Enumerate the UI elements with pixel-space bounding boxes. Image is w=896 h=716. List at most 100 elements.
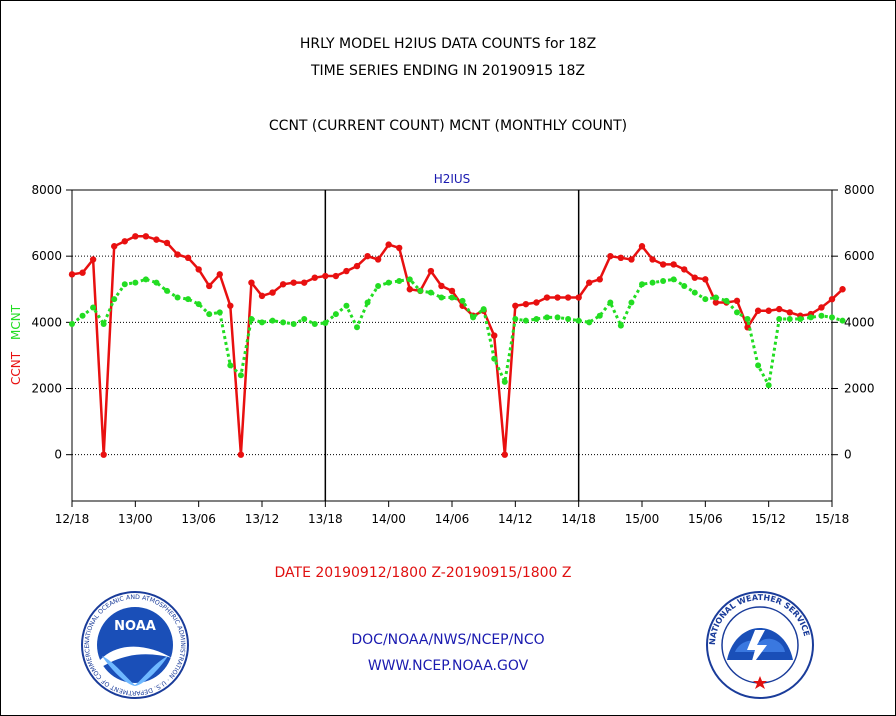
data-point-ccnt: [374, 256, 382, 263]
data-point-ccnt: [828, 295, 836, 303]
x-tick-label: 14/06: [435, 512, 470, 526]
data-point-ccnt: [385, 241, 392, 248]
data-point-ccnt: [174, 251, 181, 258]
data-point-mcnt: [470, 314, 477, 321]
x-tick-label: 15/18: [815, 512, 850, 526]
x-tick-label: 12/18: [55, 512, 90, 526]
data-point-mcnt: [364, 299, 371, 306]
data-point-mcnt: [797, 316, 804, 323]
plot-title: H2IUS: [434, 172, 471, 186]
data-point-ccnt: [163, 239, 171, 247]
data-point-ccnt: [227, 302, 234, 309]
data-point-mcnt: [522, 317, 529, 324]
data-point-ccnt: [269, 289, 276, 296]
data-point-mcnt: [280, 319, 287, 326]
data-point-ccnt: [818, 304, 825, 311]
data-point-mcnt: [628, 299, 635, 306]
data-point-ccnt: [248, 279, 255, 286]
data-point-mcnt: [744, 316, 751, 323]
data-point-ccnt: [712, 299, 720, 306]
data-point-mcnt: [427, 289, 434, 296]
data-point-mcnt: [69, 320, 75, 327]
data-point-ccnt: [79, 269, 86, 276]
data-point-ccnt: [406, 286, 413, 293]
data-point-mcnt: [164, 287, 170, 294]
x-tick-label: 15/00: [625, 512, 660, 526]
data-point-mcnt: [681, 282, 688, 289]
data-point-mcnt: [586, 319, 593, 326]
data-point-ccnt: [681, 266, 688, 273]
x-tick-label: 13/06: [181, 512, 216, 526]
data-point-ccnt: [100, 451, 107, 458]
data-point-mcnt: [259, 319, 265, 326]
data-point-ccnt: [68, 271, 76, 278]
data-point-mcnt: [691, 289, 698, 296]
data-point-mcnt: [565, 316, 572, 323]
data-point-ccnt: [290, 279, 297, 286]
data-point-mcnt: [174, 294, 181, 301]
data-point-mcnt: [786, 316, 793, 323]
x-tick-label: 13/12: [245, 512, 280, 526]
data-point-mcnt: [121, 281, 128, 288]
y-tick-label-right: 4000: [844, 315, 875, 329]
data-point-mcnt: [195, 301, 202, 308]
data-point-mcnt: [90, 304, 97, 311]
data-point-ccnt: [733, 297, 741, 305]
data-point-mcnt: [248, 316, 255, 323]
data-point-mcnt: [839, 317, 846, 324]
noaa-logo-inner-disc: [97, 607, 173, 683]
data-point-mcnt: [343, 302, 350, 309]
data-point-ccnt: [554, 294, 561, 301]
y-tick-label-left: 6000: [31, 249, 62, 263]
data-point-mcnt: [227, 362, 234, 369]
data-point-mcnt: [807, 314, 814, 321]
data-point-mcnt: [723, 297, 730, 304]
data-point-mcnt: [459, 297, 466, 304]
data-point-ccnt: [206, 282, 213, 290]
plot-area: 8000 8000 6000 6000 4000 4000 2000 2000 0 0 12/18 1…: [9, 172, 875, 526]
noaa-wave-icon: [102, 656, 168, 686]
data-point-ccnt: [596, 276, 603, 283]
data-point-ccnt: [512, 302, 519, 309]
nws-lightning-icon: [747, 630, 767, 668]
data-point-mcnt: [829, 314, 835, 321]
data-point-ccnt: [501, 451, 508, 458]
data-point-ccnt: [142, 233, 150, 240]
data-point-mcnt: [639, 281, 645, 288]
chart-main-title: HRLY MODEL H2IUS DATA COUNTS for 18Z: [299, 36, 597, 52]
data-point-ccnt: [448, 287, 456, 295]
data-point-mcnt: [237, 372, 244, 379]
data-point-mcnt: [544, 314, 550, 321]
website-link[interactable]: WWW.NCEP.NOAA.GOV: [367, 658, 529, 674]
data-point-mcnt: [142, 276, 149, 283]
data-point-mcnt: [617, 322, 624, 329]
data-point-ccnt: [575, 294, 582, 301]
noaa-logo-text: NOAA: [114, 619, 156, 634]
chart-description: CCNT (CURRENT COUNT) MCNT (MONTHLY COUNT…: [268, 118, 628, 134]
data-point-mcnt: [818, 312, 825, 319]
data-point-ccnt: [311, 274, 318, 281]
data-point-mcnt: [396, 277, 403, 284]
data-point-ccnt: [364, 252, 371, 260]
data-point-mcnt: [765, 382, 772, 389]
data-point-ccnt: [89, 256, 97, 263]
data-point-mcnt: [512, 316, 519, 323]
data-point-mcnt: [649, 279, 656, 286]
data-point-ccnt: [258, 292, 266, 300]
data-point-mcnt: [554, 314, 561, 321]
data-point-ccnt: [543, 294, 551, 301]
data-point-mcnt: [480, 306, 487, 313]
data-point-ccnt: [564, 294, 572, 301]
data-point-mcnt: [322, 320, 329, 327]
data-point-mcnt: [385, 279, 392, 286]
x-tick-label: 13/00: [118, 512, 153, 526]
data-point-mcnt: [100, 320, 107, 327]
x-tick-label: 14/12: [498, 512, 533, 526]
data-point-mcnt: [702, 296, 709, 303]
data-point-mcnt: [533, 316, 540, 323]
data-point-ccnt: [353, 262, 361, 270]
data-point-ccnt: [702, 276, 709, 283]
data-point-mcnt: [660, 277, 667, 284]
data-point-ccnt: [237, 451, 245, 458]
data-point-mcnt: [79, 312, 86, 319]
